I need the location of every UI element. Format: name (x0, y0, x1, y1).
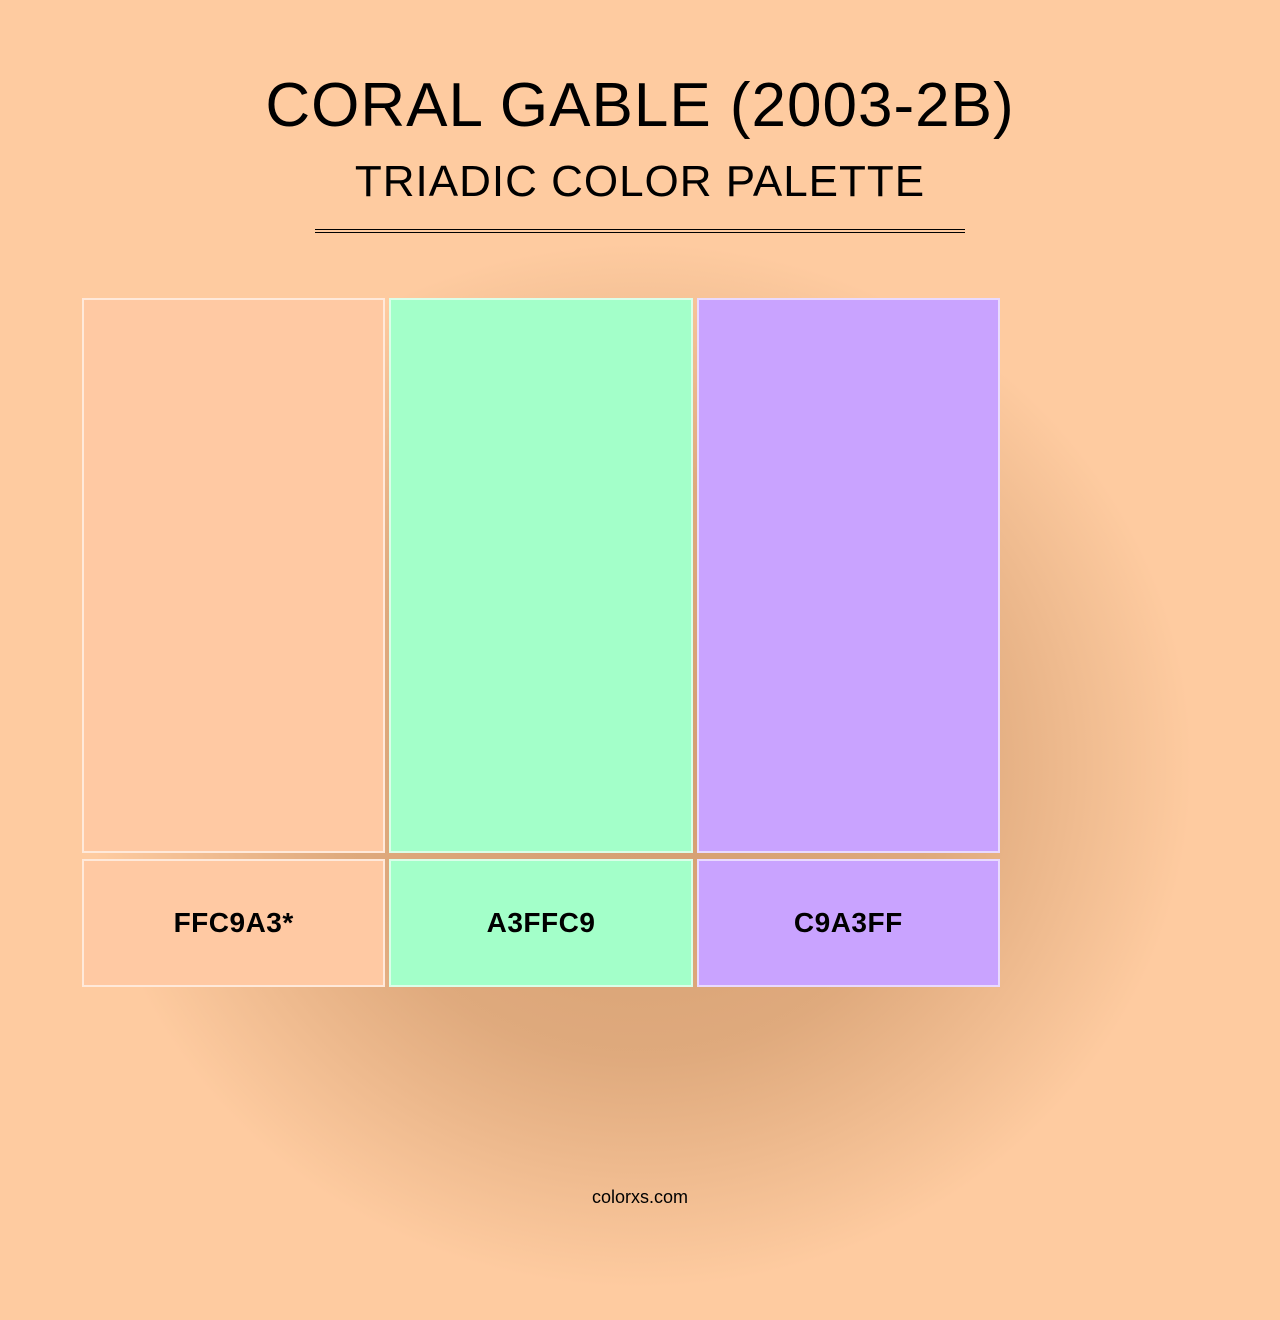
main-container: CORAL GABLE (2003-2B) TRIADIC COLOR PALE… (0, 0, 1280, 1320)
swatch-bottom-0: FFC9A3* (82, 859, 385, 987)
swatch-top-1 (389, 298, 692, 853)
swatch-label-1: A3FFC9 (487, 907, 596, 939)
swatch-column-1: A3FFC9 (389, 298, 692, 987)
title-divider (315, 229, 965, 233)
swatch-top-2 (697, 298, 1000, 853)
swatch-top-0 (82, 298, 385, 853)
swatch-column-0: FFC9A3* (82, 298, 385, 987)
palette-title: CORAL GABLE (2003-2B) (265, 70, 1014, 141)
footer-credit: colorxs.com (0, 1187, 1280, 1208)
swatch-bottom-2: C9A3FF (697, 859, 1000, 987)
palette-row: FFC9A3* A3FFC9 C9A3FF (82, 298, 1000, 987)
swatch-label-0: FFC9A3* (174, 907, 294, 939)
swatch-column-2: C9A3FF (697, 298, 1000, 987)
palette-subtitle: TRIADIC COLOR PALETTE (355, 157, 925, 207)
swatch-label-2: C9A3FF (794, 907, 903, 939)
swatch-bottom-1: A3FFC9 (389, 859, 692, 987)
